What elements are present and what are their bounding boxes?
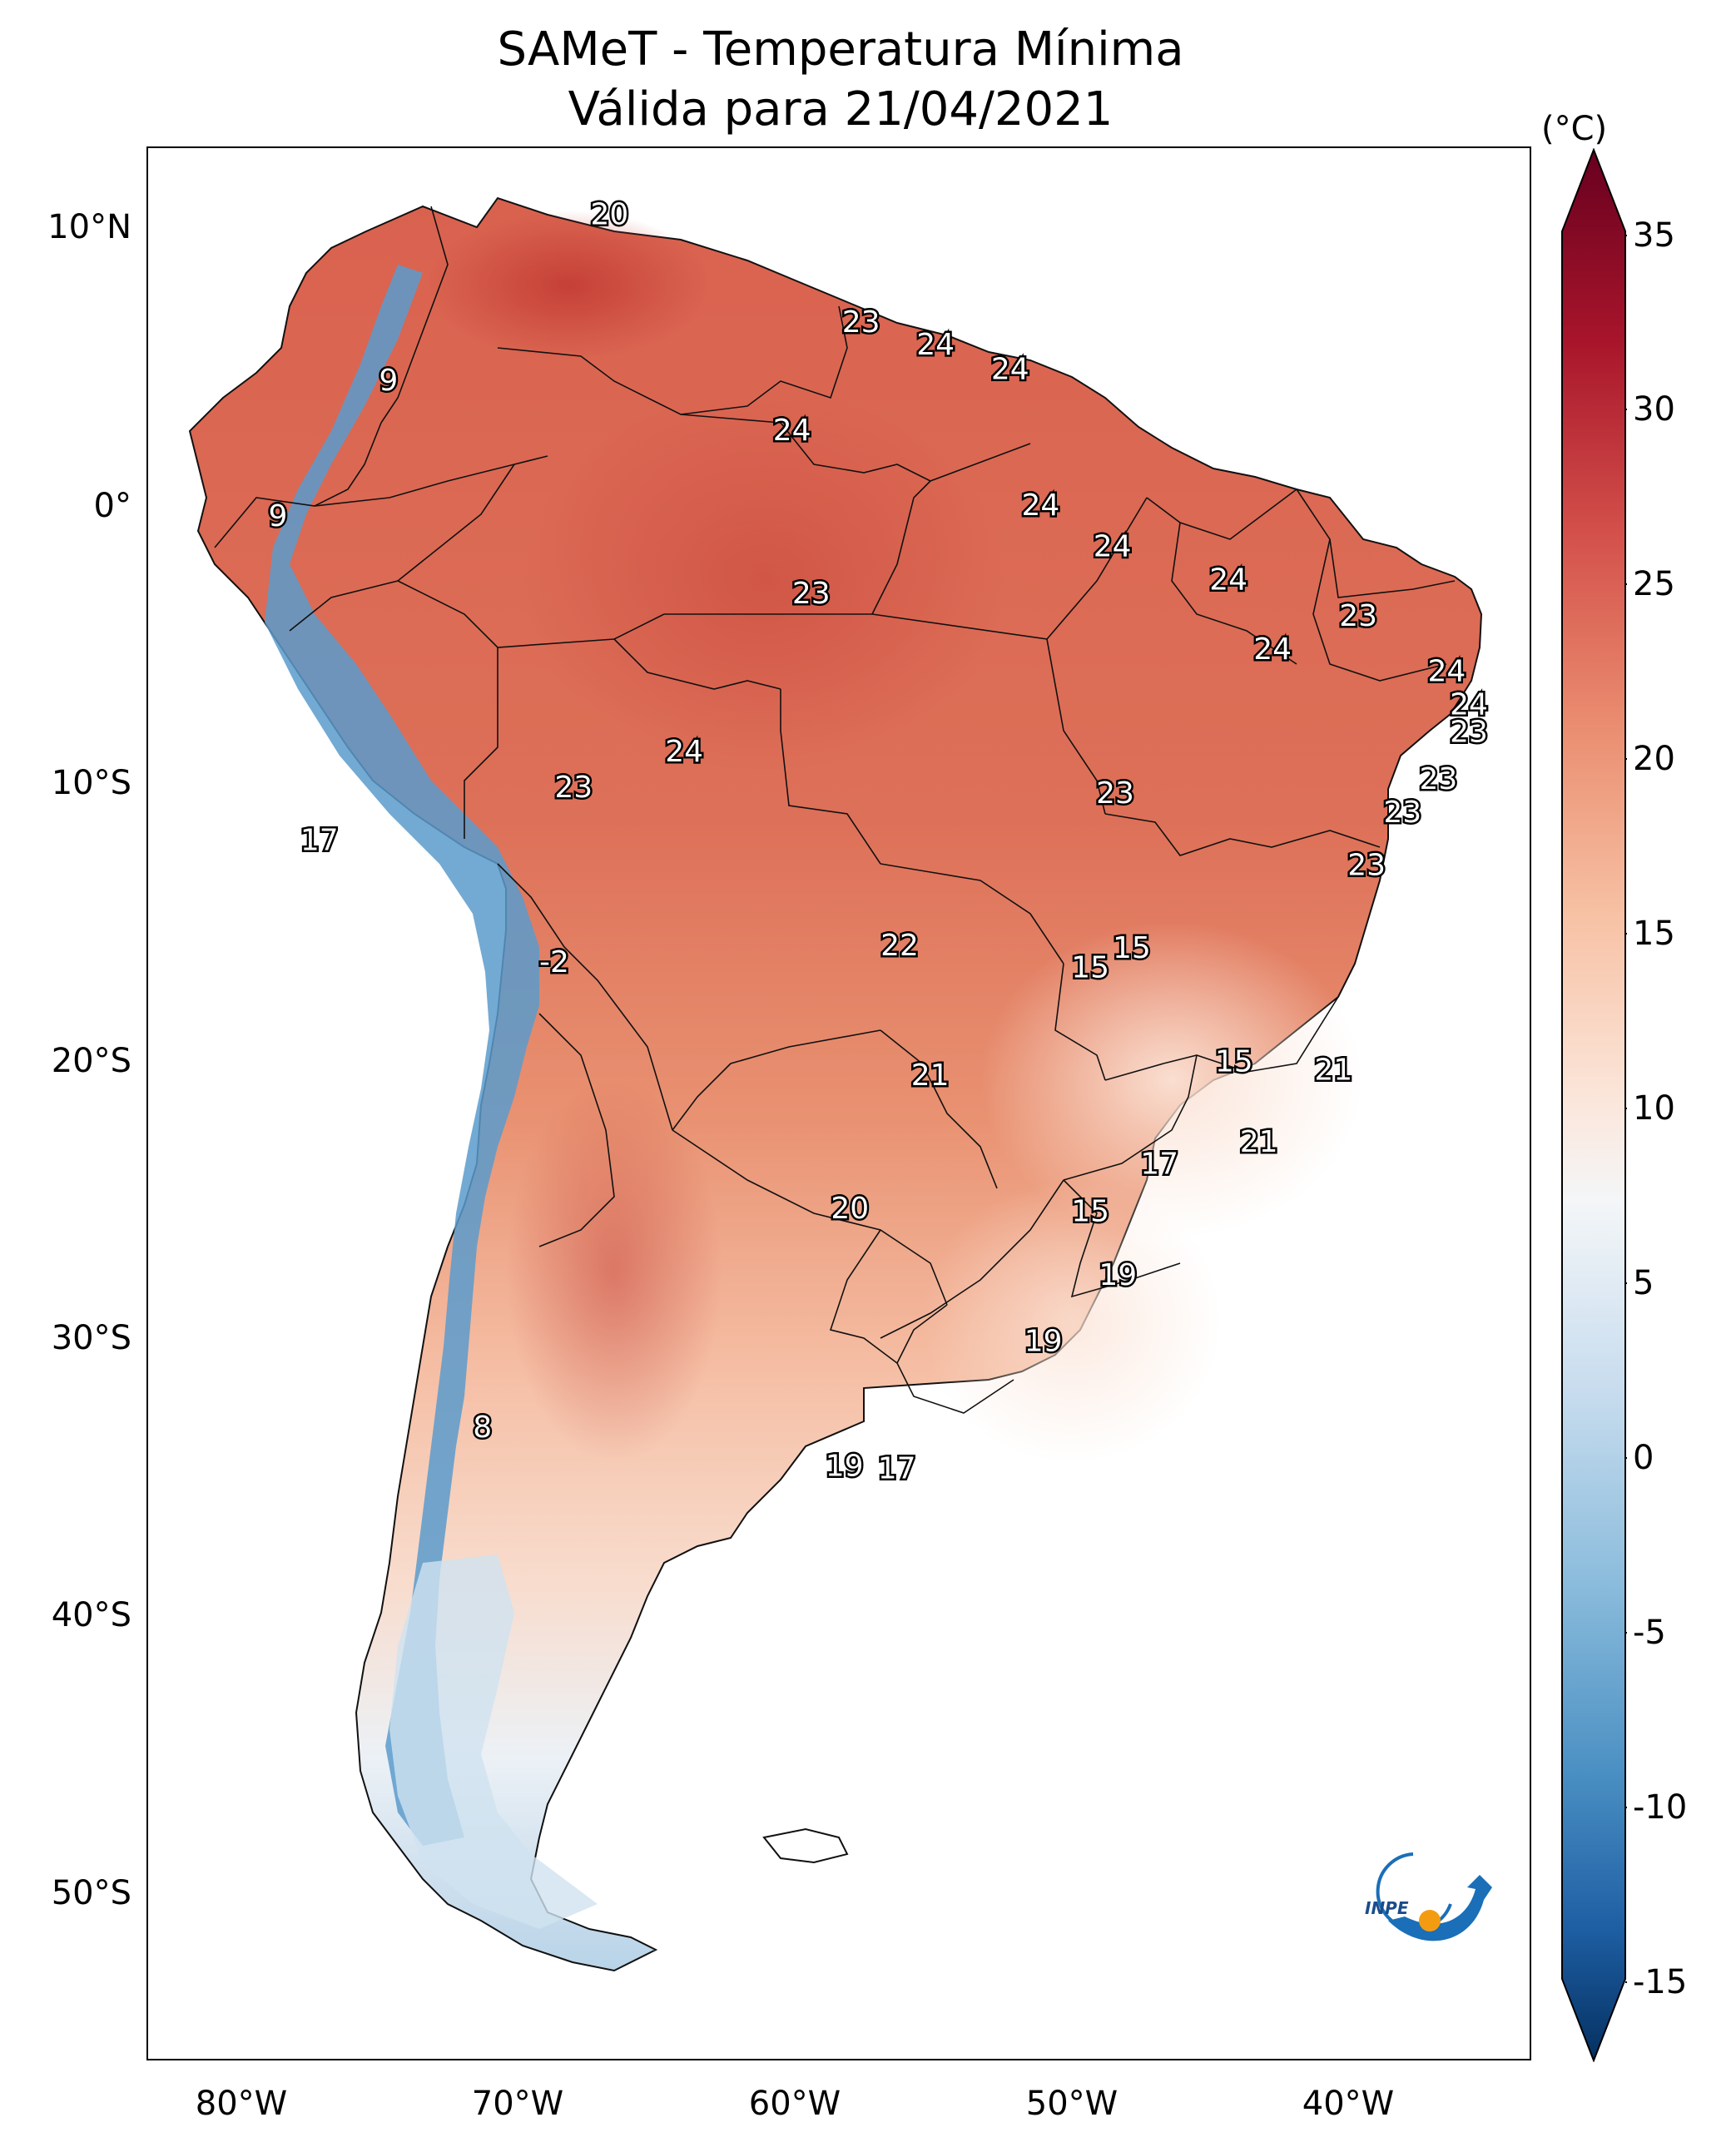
cool-region-south-brazil — [922, 1180, 1222, 1463]
warm-region-venezuela — [427, 211, 710, 360]
contour-label: 15 — [1071, 951, 1109, 985]
contour-label: 17 — [300, 823, 339, 857]
contour-label: 8 — [473, 1411, 492, 1445]
lat-tick-20s: 20°S — [51, 1042, 131, 1080]
contour-label: 24 — [1209, 563, 1247, 598]
contour-label: 19 — [826, 1449, 864, 1483]
colorbar — [1561, 148, 1627, 2062]
contour-label: 21 — [1240, 1125, 1278, 1159]
contour-label: 23 — [1450, 716, 1488, 750]
patagonia-cool-area — [389, 1554, 598, 1929]
contour-label: 24 — [665, 735, 703, 769]
warm-region-amazon — [523, 389, 1005, 772]
colorbar-tick-35: 35 — [1633, 216, 1675, 255]
colorbar-tick-minus15: -15 — [1633, 1963, 1688, 2001]
contour-label: 24 — [1450, 687, 1488, 721]
colorbar-tick-minus5: -5 — [1633, 1614, 1666, 1652]
contour-label: 24 — [1094, 530, 1132, 564]
contour-label: 24 — [916, 328, 955, 362]
contour-label: 24 — [1427, 654, 1466, 688]
contour-label: 15 — [1113, 931, 1151, 965]
contour-label: 15 — [1215, 1045, 1253, 1079]
colorbar-tick-15: 15 — [1633, 915, 1675, 953]
lon-tick-50w: 50°W — [1025, 2085, 1118, 2123]
lat-tick-0: 0° — [93, 487, 131, 525]
contour-label: 21 — [911, 1059, 950, 1093]
contour-label: 20 — [831, 1192, 869, 1226]
contour-label: 9 — [379, 364, 398, 398]
colorbar-tick-25: 25 — [1633, 565, 1675, 603]
contour-label: 23 — [1339, 599, 1377, 633]
contour-label: 15 — [1071, 1194, 1109, 1228]
map-panel: 20 23 24 24 9 24 24 9 24 24 23 23 24 24 24 23 24 23 23 23 23… — [146, 146, 1531, 2060]
falkland-islands — [762, 1827, 849, 1864]
contour-label: 23 — [1419, 762, 1457, 796]
warm-region-chaco — [506, 1080, 722, 1463]
andes-cold-band — [265, 265, 539, 1846]
contour-label: 20 — [590, 197, 628, 231]
lat-tick-10s: 10°S — [51, 764, 131, 802]
lon-tick-60w: 60°W — [748, 2085, 841, 2123]
lon-tick-40w: 40°W — [1302, 2085, 1395, 2123]
lat-tick-50s: 50°S — [51, 1874, 131, 1912]
colorbar-tick-30: 30 — [1633, 390, 1675, 429]
contour-label: 17 — [1140, 1148, 1178, 1182]
contour-label: 21 — [1314, 1054, 1352, 1088]
contour-label: 19 — [1024, 1325, 1063, 1359]
cool-region-southeast-brazil — [980, 922, 1363, 1238]
contour-label: 23 — [792, 577, 831, 611]
lat-tick-40s: 40°S — [51, 1596, 131, 1634]
logo-arrow-icon — [1388, 1875, 1492, 1941]
contour-label: 17 — [878, 1452, 916, 1486]
contour-label: 23 — [1096, 776, 1134, 811]
contour-label: 24 — [1253, 632, 1292, 667]
contour-label: 23 — [1383, 796, 1421, 830]
contour-label: 19 — [1099, 1258, 1137, 1292]
contour-label: 24 — [773, 414, 811, 448]
logo-sun-icon — [1419, 1910, 1441, 1931]
lon-tick-80w: 80°W — [195, 2085, 288, 2123]
lat-tick-30s: 30°S — [51, 1319, 131, 1357]
lon-tick-70w: 70°W — [471, 2085, 564, 2123]
map-title-line2: Válida para 21/04/2021 — [568, 82, 1114, 136]
inpe-logo: INPE — [1365, 1852, 1492, 1941]
contour-label: 23 — [1347, 848, 1386, 882]
lat-tick-10n: 10°N — [47, 208, 131, 246]
colorbar-tick-20: 20 — [1633, 740, 1675, 778]
contour-label: 24 — [1021, 488, 1059, 523]
colorbar-tick-minus10: -10 — [1633, 1788, 1688, 1827]
contour-label: 9 — [269, 499, 288, 533]
map-title-line1: SAMeT - Temperatura Mínima — [497, 22, 1184, 77]
contour-label: -2 — [539, 945, 569, 979]
political-borders — [214, 206, 1456, 1414]
contour-label: 22 — [880, 929, 919, 963]
colorbar-body — [1561, 148, 1626, 2062]
contour-label: 23 — [554, 771, 593, 805]
contour-label: 23 — [842, 305, 880, 340]
logo-text: INPE — [1365, 1898, 1409, 1918]
colorbar-unit-label: (°C) — [1541, 110, 1608, 148]
colorbar-tick-5: 5 — [1633, 1264, 1654, 1302]
colorbar-tick-10: 10 — [1633, 1089, 1675, 1128]
colorbar-tick-0: 0 — [1633, 1439, 1654, 1477]
contour-label: 24 — [991, 353, 1029, 387]
